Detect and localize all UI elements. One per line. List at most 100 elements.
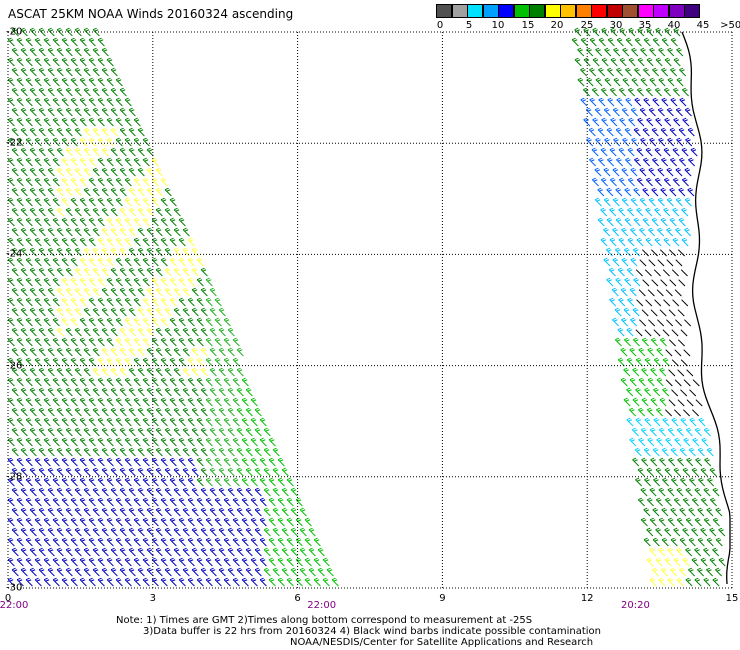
wind-barb-icon <box>16 497 24 507</box>
wind-barb-icon <box>218 347 226 357</box>
wind-barb-icon <box>97 197 105 207</box>
wind-barb-icon <box>715 537 723 547</box>
wind-barb-icon <box>137 307 145 317</box>
wind-barb-icon <box>142 297 150 307</box>
wind-barb-icon <box>635 329 643 337</box>
wind-barb-icon <box>164 487 172 497</box>
wind-barb-icon <box>52 397 60 407</box>
wind-barb-icon <box>106 217 114 227</box>
wind-barb-icon <box>142 497 150 507</box>
wind-barb-icon <box>250 437 258 447</box>
wind-barb-icon <box>88 397 96 407</box>
wind-barb-icon <box>574 57 582 67</box>
wind-barb-icon <box>164 467 172 477</box>
wind-barb-icon <box>651 279 659 287</box>
wind-barb-icon <box>169 457 177 467</box>
wind-barb-icon <box>658 77 666 87</box>
wind-barb-icon <box>254 567 262 577</box>
wind-barb-icon <box>92 267 100 277</box>
wind-barb-icon <box>191 467 199 477</box>
wind-barb-icon <box>666 197 674 207</box>
wind-barb-icon <box>115 437 123 447</box>
wind-barb-icon <box>151 497 159 507</box>
wind-barb-icon <box>61 397 69 407</box>
wind-barb-icon <box>182 267 190 277</box>
wind-barb-icon <box>628 117 636 127</box>
wind-barb-icon <box>83 547 91 557</box>
wind-barb-icon <box>677 249 685 257</box>
wind-barb-icon <box>173 447 181 457</box>
wind-barb-icon <box>83 47 91 57</box>
wind-barb-icon <box>160 237 168 247</box>
wind-barb-icon <box>79 317 87 327</box>
wind-barb-icon <box>674 289 682 297</box>
wind-barb-icon <box>684 167 692 177</box>
wind-barb-icon <box>151 557 159 567</box>
wind-barb-icon <box>110 87 118 97</box>
wind-barb-icon <box>97 557 105 567</box>
wind-barb-icon <box>649 137 657 147</box>
wind-barb-icon <box>83 527 91 537</box>
wind-barb-icon <box>218 567 226 577</box>
wind-barb-icon <box>227 467 235 477</box>
wind-barb-icon <box>223 497 231 507</box>
wind-barb-icon <box>169 517 177 527</box>
wind-barb-icon <box>43 277 51 287</box>
wind-barb-icon <box>200 327 208 337</box>
wind-barb-icon <box>88 417 96 427</box>
wind-barb-icon <box>191 267 199 277</box>
wind-barb-icon <box>209 547 217 557</box>
wind-barb-icon <box>595 77 603 87</box>
wind-barb-icon <box>25 57 33 67</box>
wind-barb-icon <box>259 537 267 547</box>
wind-barb-icon <box>20 27 28 37</box>
wind-barb-icon <box>92 167 100 177</box>
wind-barb-icon <box>65 307 73 317</box>
wind-barb-icon <box>245 547 253 557</box>
wind-barb-icon <box>43 137 51 147</box>
wind-barb-icon <box>43 177 51 187</box>
wind-barb-icon <box>618 87 626 97</box>
wind-barb-icon <box>56 527 64 537</box>
wind-barb-icon <box>155 347 163 357</box>
wind-barb-icon <box>290 507 298 517</box>
wind-barb-icon <box>151 317 159 327</box>
longitude-label: 6 <box>294 593 301 604</box>
wind-barb-icon <box>187 397 195 407</box>
wind-barb-icon <box>151 437 159 447</box>
wind-barb-icon <box>263 467 271 477</box>
wind-barb-icon <box>97 77 105 87</box>
wind-barb-icon <box>627 297 635 307</box>
wind-barb-icon <box>101 327 109 337</box>
wind-barb-icon <box>119 227 127 237</box>
wind-barb-icon <box>169 337 177 347</box>
wind-barb-icon <box>182 247 190 257</box>
wind-barb-icon <box>142 477 150 487</box>
wind-barb-icon <box>643 447 651 457</box>
wind-barb-icon <box>164 267 172 277</box>
wind-barb-icon <box>589 67 597 77</box>
wind-barb-icon <box>610 57 618 67</box>
wind-barb-icon <box>43 457 51 467</box>
wind-barb-icon <box>677 339 685 347</box>
wind-barb-icon <box>25 417 33 427</box>
wind-barb-icon <box>25 537 33 547</box>
wind-barb-icon <box>263 527 271 537</box>
wind-barb-icon <box>11 47 19 57</box>
wind-barb-icon <box>196 537 204 547</box>
wind-barb-icon <box>61 177 69 187</box>
wind-barb-icon <box>110 467 118 477</box>
wind-barb-icon <box>20 247 28 257</box>
wind-barb-icon <box>659 367 667 377</box>
wind-barb-icon <box>83 347 91 357</box>
legend-label: 30 <box>609 20 623 31</box>
wind-barb-icon <box>665 289 673 297</box>
wind-barb-icon <box>83 367 91 377</box>
wind-barb-icon <box>101 307 109 317</box>
wind-barb-icon <box>52 357 60 367</box>
wind-barb-icon <box>209 527 217 537</box>
wind-barb-icon <box>47 567 55 577</box>
wind-barb-icon <box>79 237 87 247</box>
wind-barb-icon <box>151 217 159 227</box>
